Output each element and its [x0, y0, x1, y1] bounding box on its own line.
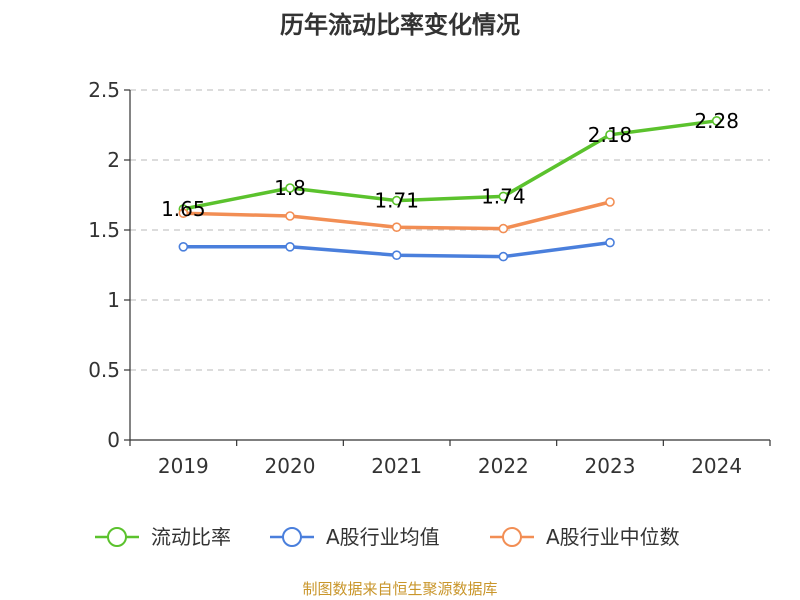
- data-point: [391, 222, 402, 232]
- y-tick-label: 1.5: [88, 218, 120, 242]
- data-point: [285, 211, 295, 221]
- y-tick-label: 2.5: [88, 78, 120, 102]
- source-note: 制图数据来自恒生聚源数据库: [302, 580, 497, 598]
- legend-marker: [107, 527, 127, 547]
- data-point: [178, 208, 189, 218]
- legend-label: A股行业均值: [326, 525, 440, 549]
- data-label: 1.8: [274, 176, 306, 200]
- data-label: 1.74: [481, 184, 526, 208]
- data-point: [498, 223, 509, 234]
- y-tick-label: 1: [107, 288, 120, 312]
- data-labels: 1.65 1.8 1.71 1.74 2.18 2.28: [161, 109, 739, 221]
- data-label: 1.65: [161, 197, 206, 221]
- data-label: 2.18: [588, 123, 633, 147]
- legend-label: A股行业中位数: [546, 525, 680, 549]
- legend-marker: [282, 527, 302, 547]
- series-lines: [178, 116, 722, 262]
- x-tick-label: 2022: [478, 454, 529, 478]
- grid-lines: [130, 89, 770, 371]
- x-tick-label: 2024: [691, 454, 742, 478]
- data-point: [605, 197, 615, 207]
- legend-label: 流动比率: [151, 525, 231, 549]
- data-point: [498, 251, 509, 262]
- chart-title: 历年流动比率变化情况: [280, 11, 520, 39]
- data-point: [605, 130, 615, 140]
- x-tick-label: 2023: [585, 454, 636, 478]
- data-point: [391, 250, 402, 260]
- data-point: [285, 183, 295, 193]
- y-tick-label: 2: [107, 148, 120, 172]
- data-point: [498, 191, 509, 202]
- axes: 0 0.5 1 1.5 2 2.5 2019 2020 2021 2022 2023 2024: [88, 78, 771, 478]
- x-tick-label: 2020: [265, 454, 316, 478]
- data-point: [285, 242, 295, 252]
- data-label: 1.71: [374, 189, 419, 213]
- y-tick-label: 0: [107, 428, 120, 452]
- legend: 流动比率 A股行业均值 A股行业中位数: [95, 525, 680, 549]
- series-line-0: [182, 119, 717, 211]
- data-point: [711, 116, 722, 126]
- x-tick-label: 2019: [158, 454, 209, 478]
- data-label: 2.28: [694, 109, 739, 133]
- y-tick-label: 0.5: [88, 358, 120, 382]
- data-point: [178, 242, 189, 252]
- legend-marker: [502, 527, 522, 547]
- data-point: [391, 195, 402, 206]
- x-tick-label: 2021: [371, 454, 422, 478]
- data-point: [605, 237, 615, 248]
